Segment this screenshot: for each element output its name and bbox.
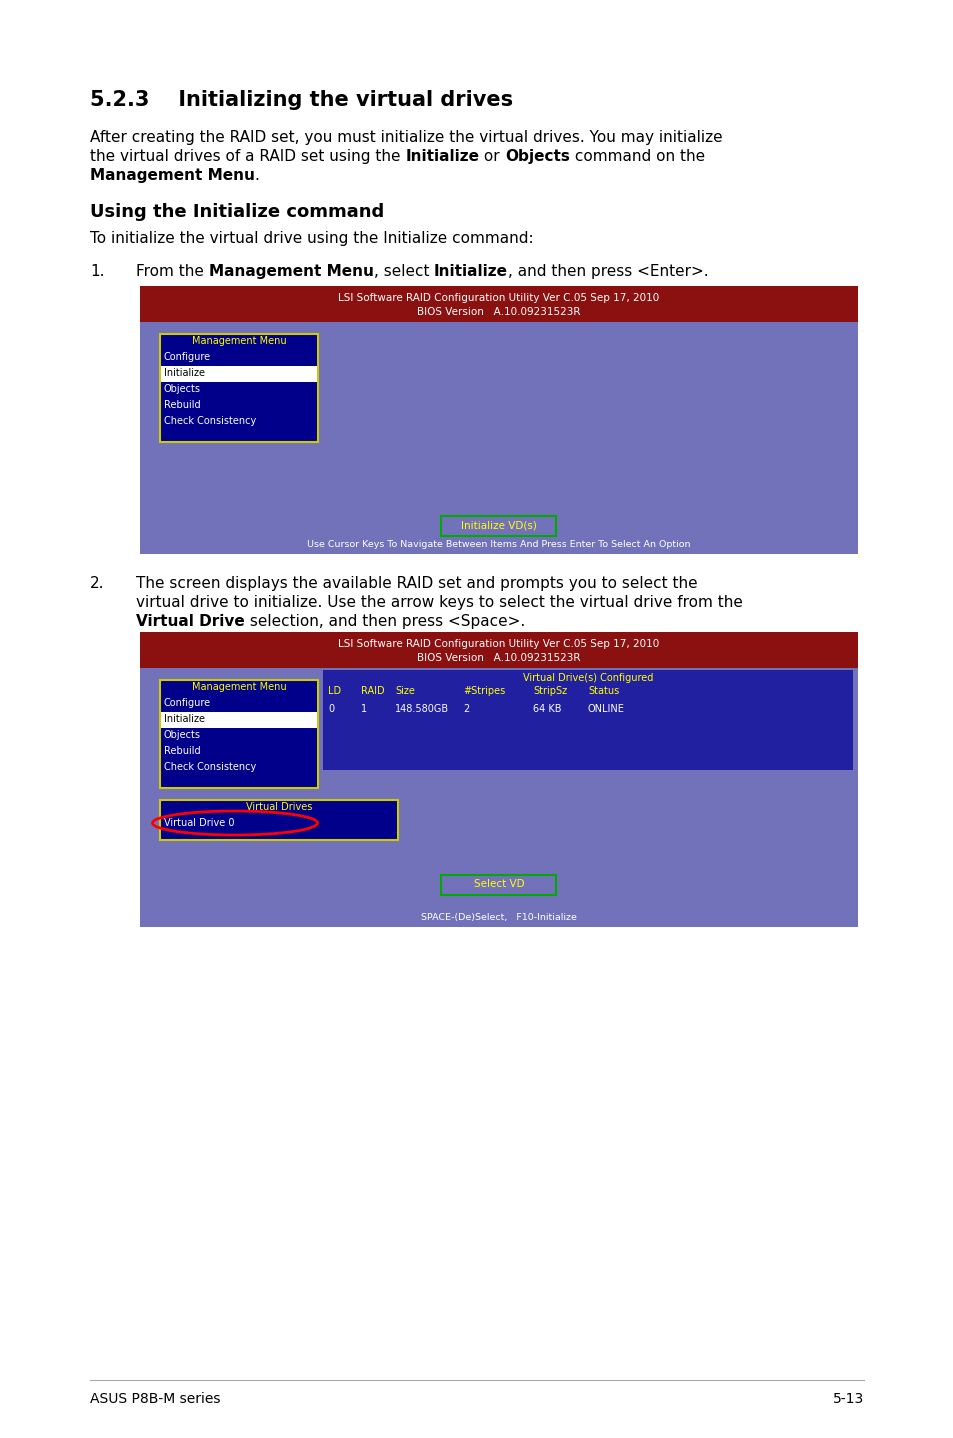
Text: Status: Status [587,686,618,696]
Text: Management Menu: Management Menu [90,168,254,183]
Text: Using the Initialize command: Using the Initialize command [90,203,384,221]
Text: Management Menu: Management Menu [192,336,286,347]
Text: Use Cursor Keys To Navigate Between Items And Press Enter To Select An Option: Use Cursor Keys To Navigate Between Item… [307,541,690,549]
Text: Check Consistency: Check Consistency [164,416,256,426]
Text: 2: 2 [462,705,469,715]
Text: ASUS P8B-M series: ASUS P8B-M series [90,1392,220,1406]
Bar [140,286,857,322]
Text: BIOS Version   A.10.09231523R: BIOS Version A.10.09231523R [416,653,580,663]
Text: the virtual drives of a RAID set using the: the virtual drives of a RAID set using t… [90,150,405,164]
Text: .: . [254,168,259,183]
Text: command on the: command on the [569,150,704,164]
Text: Check Consistency: Check Consistency [164,762,256,772]
Text: After creating the RAID set, you must initialize the virtual drives. You may ini: After creating the RAID set, you must in… [90,129,721,145]
Text: 0: 0 [328,705,334,715]
Text: SPACE-(De)Select,   F10-Initialize: SPACE-(De)Select, F10-Initialize [420,913,577,922]
Text: virtual drive to initialize. Use the arrow keys to select the virtual drive from: virtual drive to initialize. Use the arr… [136,595,742,610]
Text: ONLINE: ONLINE [587,705,624,715]
Text: To initialize the virtual drive using the Initialize command:: To initialize the virtual drive using th… [90,232,533,246]
Bar [140,631,857,669]
Text: LSI Software RAID Configuration Utility Ver C.05 Sep 17, 2010: LSI Software RAID Configuration Utility … [338,293,659,303]
Bar [441,874,556,894]
Text: , select: , select [374,265,434,279]
Text: Configure: Configure [164,697,211,707]
Text: Rebuild: Rebuild [164,746,200,756]
Bar [161,712,316,728]
Text: Management Menu: Management Menu [209,265,374,279]
Text: LD: LD [328,686,341,696]
Text: 2.: 2. [90,577,105,591]
Text: Select VD: Select VD [474,879,524,889]
Text: Initialize: Initialize [405,150,478,164]
Text: Management Menu: Management Menu [192,682,286,692]
Text: The screen displays the available RAID set and prompts you to select the: The screen displays the available RAID s… [136,577,697,591]
Text: RAID: RAID [360,686,384,696]
Text: Initialize: Initialize [434,265,507,279]
Text: Objects: Objects [164,731,201,741]
Text: Virtual Drives: Virtual Drives [246,802,312,812]
Bar [140,286,857,554]
Text: Initialize: Initialize [164,715,205,723]
Text: 5-13: 5-13 [832,1392,863,1406]
Text: 148.580GB: 148.580GB [395,705,449,715]
Text: LSI Software RAID Configuration Utility Ver C.05 Sep 17, 2010: LSI Software RAID Configuration Utility … [338,638,659,649]
Text: , and then press <Enter>.: , and then press <Enter>. [507,265,708,279]
Bar [160,800,397,840]
Text: Initialize VD(s): Initialize VD(s) [460,521,537,531]
Text: Configure: Configure [164,352,211,362]
Bar [161,367,316,383]
Text: Rebuild: Rebuild [164,400,200,410]
Text: BIOS Version   A.10.09231523R: BIOS Version A.10.09231523R [416,306,580,316]
Text: Virtual Drive(s) Configured: Virtual Drive(s) Configured [522,673,653,683]
Text: #Stripes: #Stripes [462,686,505,696]
Bar [441,516,556,536]
Text: selection, and then press <Space>.: selection, and then press <Space>. [245,614,524,628]
Text: Virtual Drive 0: Virtual Drive 0 [164,818,234,828]
Text: StripSz: StripSz [533,686,566,696]
Text: 5.2.3    Initializing the virtual drives: 5.2.3 Initializing the virtual drives [90,91,513,109]
Text: 1.: 1. [90,265,105,279]
Bar [140,631,857,928]
Text: Size: Size [395,686,415,696]
Text: Objects: Objects [164,384,201,394]
Bar [160,680,317,788]
Text: 64 KB: 64 KB [533,705,561,715]
Text: Objects: Objects [504,150,569,164]
Bar [160,334,317,441]
Text: Virtual Drive: Virtual Drive [136,614,245,628]
Text: 1: 1 [360,705,367,715]
Bar [323,670,852,769]
Text: Initialize: Initialize [164,368,205,378]
Text: or: or [478,150,504,164]
Text: From the: From the [136,265,209,279]
